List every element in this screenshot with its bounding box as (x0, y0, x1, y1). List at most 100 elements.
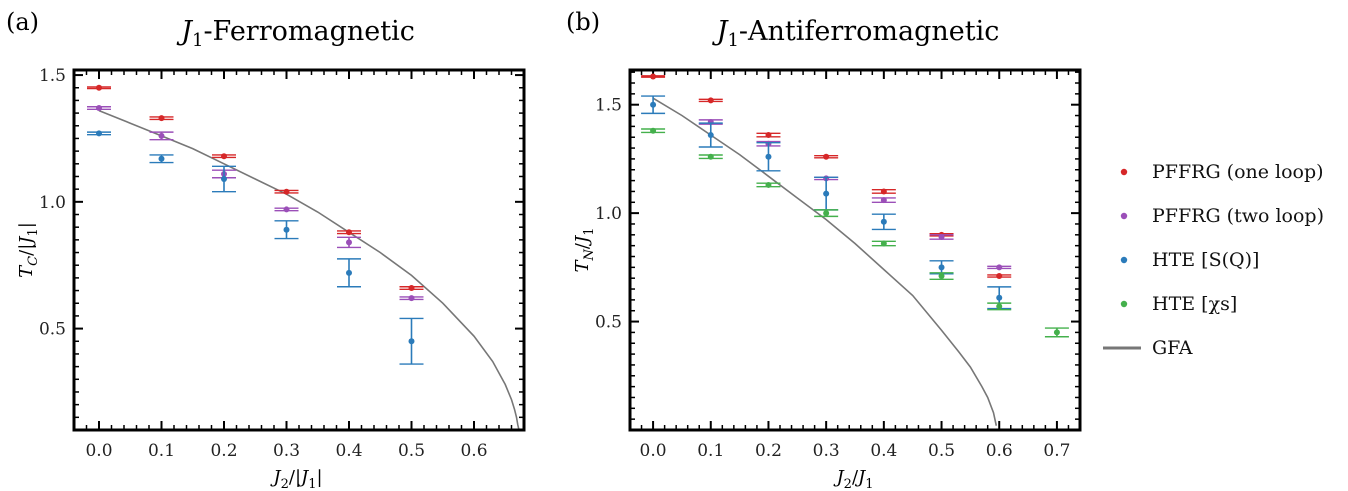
x-tick-label: 0.1 (148, 441, 175, 461)
x-tick-label: 0.2 (755, 441, 782, 461)
gfa-curve (98, 109, 520, 431)
x-tick-label: 0.3 (273, 441, 300, 461)
marker (765, 132, 772, 139)
data-point (641, 73, 666, 80)
data-point (337, 258, 361, 288)
legend-item: GFA (1103, 337, 1193, 359)
marker (158, 155, 165, 162)
x-tick-label: 0.4 (870, 441, 897, 461)
panel-a-xlabel: J2/|J1| (269, 467, 322, 491)
marker (823, 210, 830, 217)
data-point (871, 188, 896, 195)
marker (938, 264, 945, 271)
marker (346, 229, 352, 236)
marker (823, 190, 830, 197)
marker (408, 295, 415, 302)
data-point (641, 127, 666, 134)
data-point (149, 131, 174, 141)
x-tick-label: 0.5 (928, 441, 955, 461)
panel-b-axes-frame (628, 68, 1082, 432)
x-tick-label: 0.7 (1043, 441, 1070, 461)
y-tick-label: 1.0 (595, 204, 622, 224)
marker (96, 84, 102, 91)
marker (283, 206, 290, 213)
marker (880, 197, 887, 204)
marker (96, 130, 102, 137)
data-point (337, 229, 361, 236)
data-point (871, 213, 896, 231)
panel-a-ticks: 0.0 0.1 0.2 0.3 0.4 0.5 0.6 0.5 1.0 1.5 (39, 66, 524, 461)
marker (880, 218, 887, 225)
y-tick-label: 1.5 (595, 96, 622, 116)
marker (880, 188, 887, 195)
panel-b-ticks: 0.0 0.1 0.2 0.3 0.4 0.5 0.6 0.7 0.5 1.0 1.5 (595, 70, 1080, 461)
x-tick-label: 0.5 (398, 441, 425, 461)
panel-a-gfa-line (98, 109, 520, 431)
x-tick-label: 0.1 (697, 441, 724, 461)
marker (346, 269, 352, 276)
data-point (337, 236, 361, 249)
data-point (756, 141, 781, 172)
data-point (756, 132, 781, 139)
marker (1053, 329, 1060, 336)
data-point (87, 84, 111, 91)
marker (996, 294, 1003, 301)
legend-item: PFFRG (two loop) (1120, 205, 1324, 227)
data-point (274, 188, 299, 195)
legend: PFFRG (one loop) PFFRG (two loop) HTE [S(Q… (1103, 161, 1324, 359)
marker (765, 153, 772, 160)
data-point (871, 240, 896, 247)
panel-b-ylabel: TN/J1 (572, 228, 597, 273)
y-tick-label: 0.5 (595, 313, 622, 333)
marker (650, 73, 657, 80)
marker (938, 233, 945, 240)
data-point (399, 295, 424, 302)
y-tick-label: 1.0 (39, 193, 66, 213)
legend-marker-swatch (1120, 256, 1128, 264)
marker (880, 240, 887, 247)
gfa-curve (652, 97, 998, 426)
data-point (149, 154, 174, 164)
data-point (987, 302, 1012, 311)
x-tick-label: 0.6 (460, 441, 487, 461)
panel-a: (a) J1-Ferromagnetic 0.0 0.1 0.2 0.3 0.4 0.5 0… (6, 8, 526, 491)
panel-a-axes-frame (72, 68, 526, 432)
data-point (641, 95, 666, 115)
legend-marker-swatch (1120, 212, 1128, 220)
legend-item: HTE [S(Q)] (1120, 249, 1259, 271)
marker (650, 101, 657, 108)
data-point (274, 220, 299, 240)
data-point (987, 273, 1012, 280)
data-point (814, 176, 839, 211)
marker (408, 338, 415, 345)
data-point (399, 285, 424, 292)
legend-label: GFA (1152, 337, 1193, 359)
legend-marker-swatch (1120, 168, 1128, 176)
marker (938, 273, 945, 280)
marker (283, 188, 290, 195)
data-point (698, 122, 723, 148)
panel-a-label: (a) (6, 8, 39, 36)
panel-a-data-points (87, 84, 424, 365)
panel-a-title: J1-Ferromagnetic (176, 16, 415, 51)
panel-b-label: (b) (566, 8, 600, 36)
legend-label: HTE [S(Q)] (1152, 249, 1259, 271)
panel-b-title: J1-Antiferromagnetic (712, 16, 1000, 51)
marker (707, 132, 714, 139)
marker (346, 239, 352, 246)
data-point (698, 97, 723, 104)
marker (158, 132, 165, 139)
data-point (987, 264, 1012, 271)
marker (823, 153, 830, 160)
data-point (87, 130, 111, 137)
data-point (756, 181, 781, 188)
y-tick-label: 0.5 (39, 320, 66, 340)
data-point (149, 115, 174, 122)
y-tick-label: 1.5 (39, 66, 66, 86)
marker (221, 176, 227, 183)
legend-label: HTE [χs] (1152, 293, 1237, 315)
data-point (698, 153, 723, 160)
panel-b-data-points (641, 73, 1069, 338)
data-point (814, 153, 839, 160)
